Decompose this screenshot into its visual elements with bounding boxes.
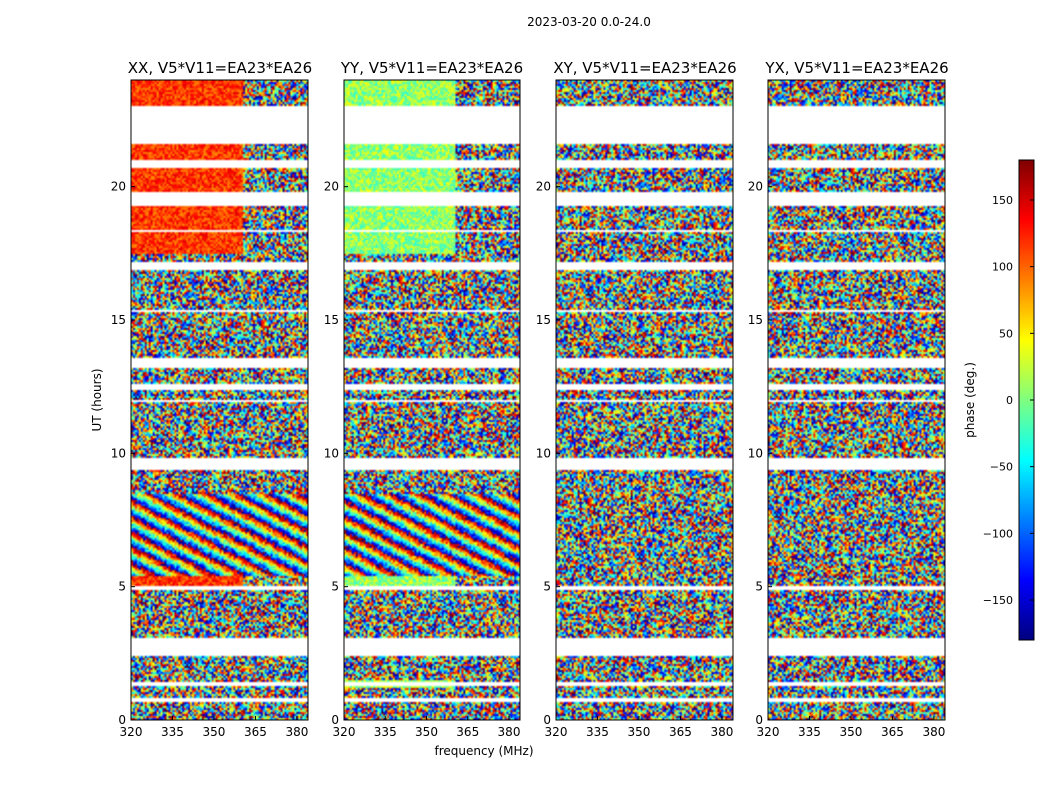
panel-yx: YX, V5*V11=EA23*EA26 320 335 350 365 380 0 5 1… — [748, 59, 949, 739]
x-axis-label: frequency (MHz) — [434, 744, 533, 758]
y-tick-label: 10 — [536, 446, 551, 460]
x-tick-label: 365 — [669, 725, 692, 739]
x-tick-label: 335 — [374, 725, 397, 739]
y-axis: 0 5 10 15 20 — [536, 180, 560, 727]
heatmap — [768, 80, 945, 720]
x-tick-label: 350 — [203, 725, 226, 739]
y-tick-label: 10 — [748, 446, 763, 460]
plot-frame — [555, 79, 734, 721]
heatmap — [344, 80, 520, 720]
colorbar-tick-label: 100 — [992, 261, 1013, 274]
x-tick-label: 365 — [456, 725, 479, 739]
x-tick-label: 320 — [757, 725, 780, 739]
y-tick-label: 5 — [118, 580, 126, 594]
y-tick-label: 20 — [536, 180, 551, 194]
x-tick-label: 335 — [586, 725, 609, 739]
y-axis: 0 5 10 15 20 — [324, 180, 348, 727]
heatmap — [556, 80, 733, 720]
x-tick-label: 320 — [120, 725, 143, 739]
colorbar-tick-label: 50 — [999, 327, 1013, 340]
panel-title: XY, V5*V11=EA23*EA26 — [553, 59, 736, 77]
x-tick-label: 380 — [710, 725, 733, 739]
y-tick-label: 15 — [748, 313, 763, 327]
panel-xy: XY, V5*V11=EA23*EA26 320 335 350 365 380 0 5 1… — [536, 59, 737, 739]
y-tick-label: 0 — [543, 713, 551, 727]
x-axis: 320 335 350 365 380 — [757, 716, 945, 739]
colorbar-tick-label: 0 — [1006, 394, 1013, 407]
x-tick-label: 380 — [498, 725, 521, 739]
x-axis: 320 335 350 365 380 — [545, 716, 733, 739]
x-tick-label: 350 — [628, 725, 651, 739]
y-tick-label: 0 — [331, 713, 339, 727]
y-tick-label: 15 — [111, 313, 126, 327]
y-axis: 0 5 10 15 20 — [111, 180, 135, 727]
colorbar-label: phase (deg.) — [963, 362, 977, 438]
x-tick-label: 380 — [922, 725, 945, 739]
plot-frame — [343, 79, 521, 721]
heatmap-cells — [556, 80, 733, 720]
plot-frame — [767, 79, 946, 721]
y-tick-label: 15 — [324, 313, 339, 327]
y-tick-label: 10 — [111, 446, 126, 460]
x-axis: 320 335 350 365 380 — [120, 716, 308, 739]
x-tick-label: 350 — [840, 725, 863, 739]
y-tick-label: 5 — [543, 580, 551, 594]
x-tick-label: 320 — [333, 725, 356, 739]
x-tick-label: 380 — [285, 725, 308, 739]
panel-title: YX, V5*V11=EA23*EA26 — [764, 59, 948, 77]
x-tick-label: 320 — [545, 725, 568, 739]
x-tick-label: 335 — [161, 725, 184, 739]
x-tick-label: 365 — [244, 725, 267, 739]
y-tick-label: 20 — [324, 180, 339, 194]
y-tick-label: 20 — [111, 180, 126, 194]
heatmap — [131, 80, 308, 720]
y-axis: 0 5 10 15 20 — [748, 180, 772, 727]
panel-title: YY, V5*V11=EA23*EA26 — [340, 59, 523, 77]
y-tick-label: 5 — [331, 580, 339, 594]
y-tick-label: 5 — [755, 580, 763, 594]
x-axis: 320 335 350 365 380 — [333, 716, 521, 739]
y-tick-label: 0 — [755, 713, 763, 727]
colorbar-tick-label: −50 — [990, 461, 1013, 474]
heatmap-cells — [344, 80, 520, 720]
colorbar-tick-label: −150 — [983, 594, 1013, 607]
colorbar-ticks: 150 100 50 0 −50 −100 −150 — [983, 194, 1034, 607]
heatmap-cells — [131, 80, 308, 720]
x-tick-label: 335 — [798, 725, 821, 739]
y-tick-label: 0 — [118, 713, 126, 727]
panel-yy: YY, V5*V11=EA23*EA26 320 335 350 365 380 0 5 1… — [324, 59, 534, 758]
y-tick-label: 10 — [324, 446, 339, 460]
y-tick-label: 15 — [536, 313, 551, 327]
x-tick-label: 350 — [415, 725, 438, 739]
figure-title: 2023-03-20 0.0-24.0 — [527, 15, 651, 29]
x-tick-label: 365 — [881, 725, 904, 739]
colorbar-tick-label: 150 — [992, 194, 1013, 207]
colorbar: 150 100 50 0 −50 −100 −150 phase (deg.) — [963, 159, 1035, 641]
panel-title: XX, V5*V11=EA23*EA26 — [128, 59, 312, 77]
heatmap-cells — [768, 80, 945, 720]
y-tick-label: 20 — [748, 180, 763, 194]
panel-xx: XX, V5*V11=EA23*EA26 320 335 350 365 380 0 5 1… — [90, 59, 312, 739]
y-axis-label: UT (hours) — [90, 368, 104, 431]
plot-frame — [130, 79, 309, 721]
colorbar-tick-label: −100 — [983, 527, 1013, 540]
